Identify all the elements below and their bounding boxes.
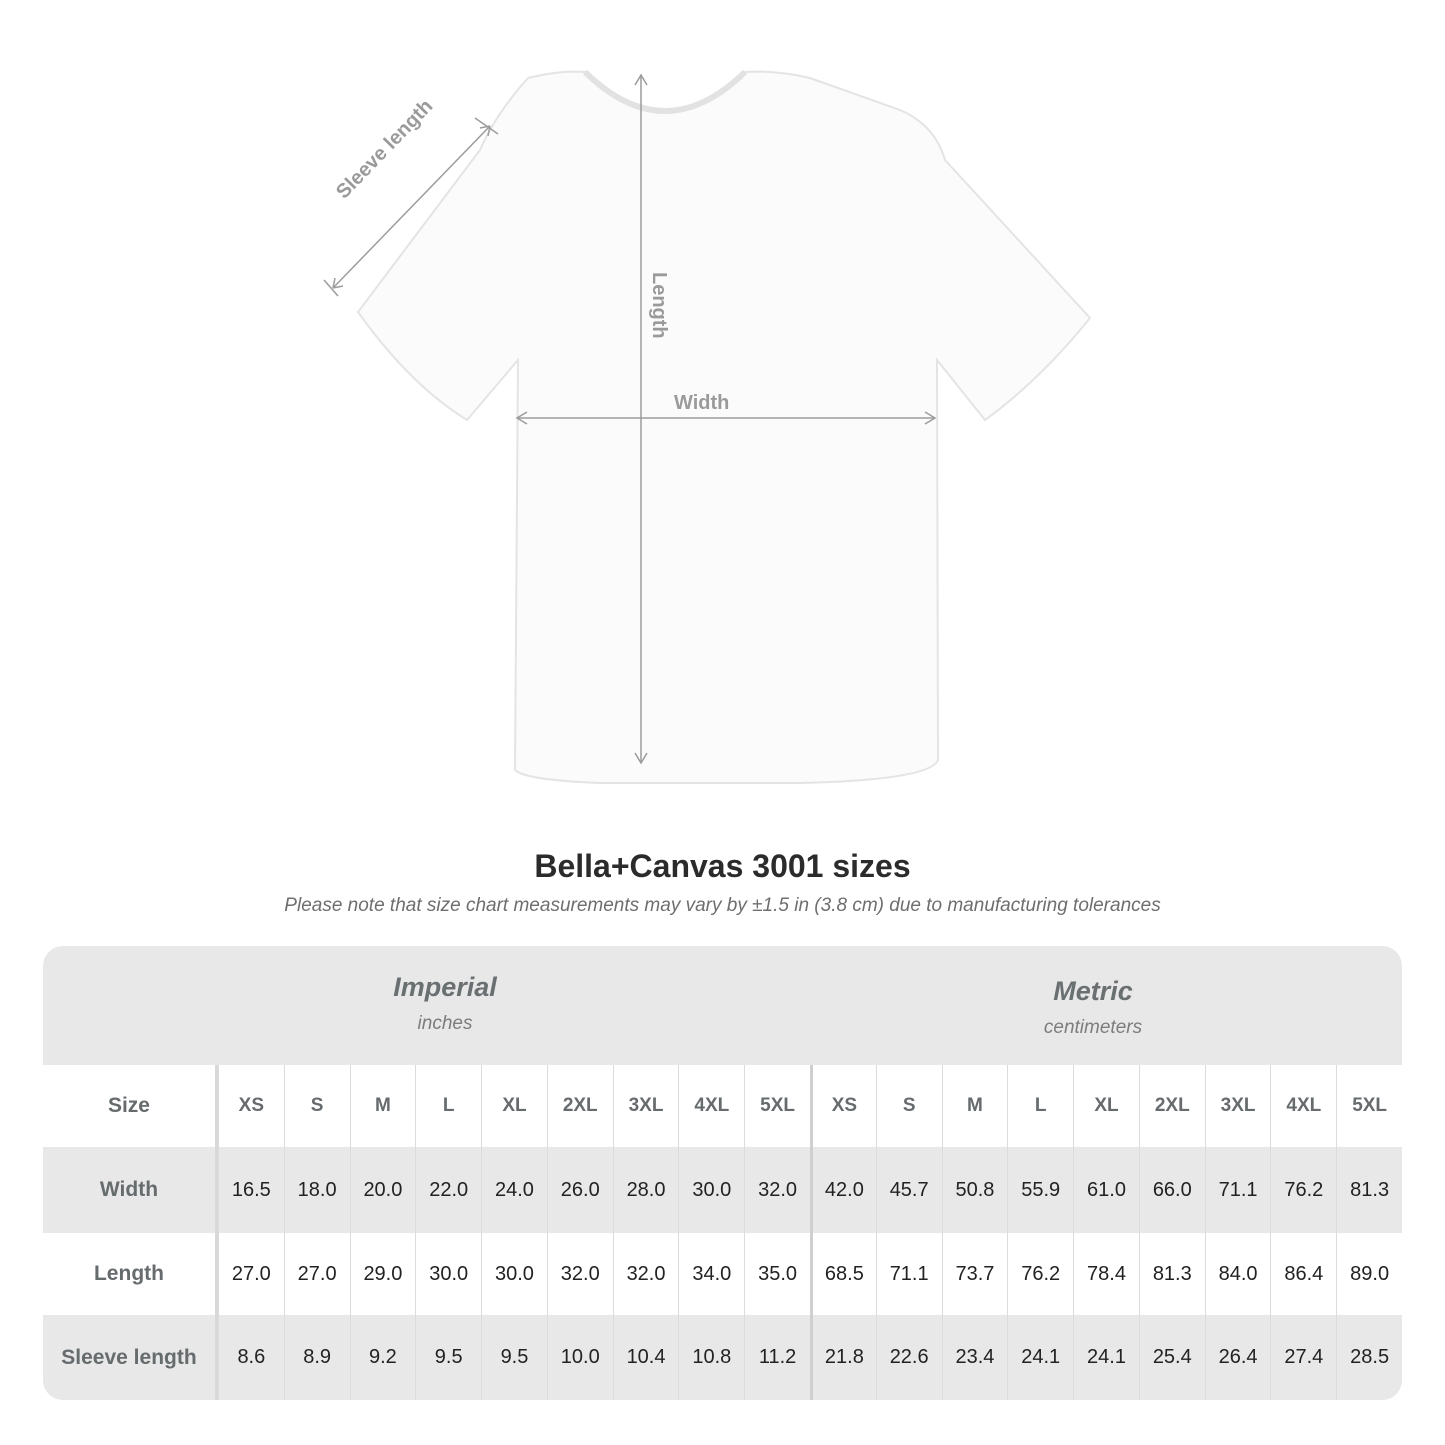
- size-header-cell: S: [283, 1065, 350, 1147]
- table-cell: 26.4: [1204, 1315, 1271, 1400]
- table-cell: 20.0: [349, 1147, 416, 1233]
- tshirt-diagram: [323, 69, 1092, 784]
- size-table: Imperial inches Metric centimeters Size …: [43, 946, 1402, 1400]
- table-cell: 81.3: [1336, 1147, 1402, 1233]
- table-cell: 81.3: [1138, 1233, 1205, 1315]
- size-header-cell: 5XL: [744, 1065, 810, 1147]
- size-header-cell: 3XL: [1204, 1065, 1271, 1147]
- table-cell: 24.1: [1007, 1315, 1073, 1400]
- size-header-cell: L: [1007, 1065, 1073, 1147]
- size-header-row: Size XS S M L XL 2XL 3XL 4XL 5XL XS S M L XL 2XL 3XL 4XL…: [43, 1065, 1402, 1147]
- size-header-cell: XS: [217, 1065, 284, 1147]
- table-cell: 8.6: [217, 1315, 284, 1400]
- table-cell: 86.4: [1270, 1233, 1336, 1315]
- table-cell: 32.0: [744, 1147, 810, 1233]
- table-row: Length 27.0 27.0 29.0 30.0 30.0 32.0 32.0 34.0 35…: [43, 1233, 1402, 1315]
- table-cell: 11.2: [744, 1315, 810, 1400]
- table-cell: 10.4: [612, 1315, 679, 1400]
- size-header-cell: 4XL: [678, 1065, 744, 1147]
- table-cell: 34.0: [678, 1233, 744, 1315]
- table-cell: 50.8: [941, 1147, 1008, 1233]
- table-cell: 89.0: [1336, 1233, 1402, 1315]
- table-cell: 18.0: [283, 1147, 350, 1233]
- table-cell: 9.5: [481, 1315, 547, 1400]
- size-header-cell: 2XL: [1138, 1065, 1205, 1147]
- table-cell: 24.1: [1073, 1315, 1139, 1400]
- size-header-cell: M: [349, 1065, 416, 1147]
- row-label: Sleeve length: [43, 1315, 218, 1400]
- tolerance-note: Please note that size chart measurements…: [284, 895, 1161, 916]
- table-cell: 22.6: [875, 1315, 942, 1400]
- table-cell: 68.5: [809, 1233, 876, 1315]
- table-cell: 66.0: [1138, 1147, 1205, 1233]
- size-header-cell: XL: [481, 1065, 547, 1147]
- table-cell: 30.0: [678, 1147, 744, 1233]
- table-cell: 71.1: [1204, 1147, 1271, 1233]
- table-cell: 78.4: [1073, 1233, 1139, 1315]
- table-cell: 45.7: [875, 1147, 942, 1233]
- table-cell: 8.9: [283, 1315, 350, 1400]
- table-cell: 28.0: [612, 1147, 679, 1233]
- table-cell: 73.7: [941, 1233, 1008, 1315]
- table-cell: 24.0: [481, 1147, 547, 1233]
- length-label: Length: [648, 272, 670, 339]
- table-cell: 21.8: [809, 1315, 876, 1400]
- table-cell: 30.0: [415, 1233, 481, 1315]
- size-header-cell: S: [875, 1065, 942, 1147]
- size-header-cell: 2XL: [546, 1065, 613, 1147]
- metric-header: Metric centimeters: [863, 946, 1323, 1095]
- table-cell: 35.0: [744, 1233, 810, 1315]
- table-cell: 26.0: [546, 1147, 613, 1233]
- table-cell: 30.0: [481, 1233, 547, 1315]
- imperial-title: Imperial: [393, 972, 497, 1002]
- row-label: Width: [43, 1147, 218, 1233]
- table-cell: 23.4: [941, 1315, 1008, 1400]
- table-cell: 76.2: [1007, 1233, 1073, 1315]
- width-label: Width: [674, 392, 730, 414]
- table-cell: 9.5: [415, 1315, 481, 1400]
- table-cell: 10.0: [546, 1315, 613, 1400]
- table-cell: 32.0: [546, 1233, 613, 1315]
- imperial-header: Imperial inches: [215, 946, 675, 1091]
- size-header-cell: L: [415, 1065, 481, 1147]
- table-cell: 32.0: [612, 1233, 679, 1315]
- table-cell: 27.0: [283, 1233, 350, 1315]
- table-cell: 25.4: [1138, 1315, 1205, 1400]
- table-cell: 27.0: [217, 1233, 284, 1315]
- page-title: Bella+Canvas 3001 sizes: [534, 848, 911, 884]
- table-cell: 16.5: [217, 1147, 284, 1233]
- tshirt-shape: [356, 70, 1092, 784]
- table-cell: 84.0: [1204, 1233, 1271, 1315]
- table-cell: 22.0: [415, 1147, 481, 1233]
- size-header-cell: 4XL: [1270, 1065, 1336, 1147]
- table-row: Sleeve length 8.6 8.9 9.2 9.5 9.5 10.0 10.4 10.8…: [43, 1315, 1402, 1400]
- table-cell: 28.5: [1336, 1315, 1402, 1400]
- size-header-cell: 5XL: [1336, 1065, 1402, 1147]
- size-header-label: Size: [43, 1065, 218, 1147]
- metric-unit: centimeters: [1043, 1017, 1143, 1038]
- size-header-cell: M: [941, 1065, 1008, 1147]
- table-cell: 55.9: [1007, 1147, 1073, 1233]
- table-cell: 10.8: [678, 1315, 744, 1400]
- size-header-cell: XS: [809, 1065, 876, 1147]
- table-cell: 76.2: [1270, 1147, 1336, 1233]
- size-header-cell: XL: [1073, 1065, 1139, 1147]
- table-cell: 71.1: [875, 1233, 942, 1315]
- table-cell: 29.0: [349, 1233, 416, 1315]
- size-header-cell: 3XL: [612, 1065, 679, 1147]
- table-cell: 42.0: [809, 1147, 876, 1233]
- metric-title: Metric: [1053, 976, 1133, 1006]
- measure-arrows: [323, 73, 937, 765]
- imperial-unit: inches: [417, 1013, 473, 1034]
- row-label: Length: [43, 1233, 218, 1315]
- table-cell: 27.4: [1270, 1315, 1336, 1400]
- table-cell: 9.2: [349, 1315, 416, 1400]
- table-cell: 61.0: [1073, 1147, 1139, 1233]
- table-row: Width 16.5 18.0 20.0 22.0 24.0 26.0 28.0 30.0 32.…: [43, 1147, 1402, 1233]
